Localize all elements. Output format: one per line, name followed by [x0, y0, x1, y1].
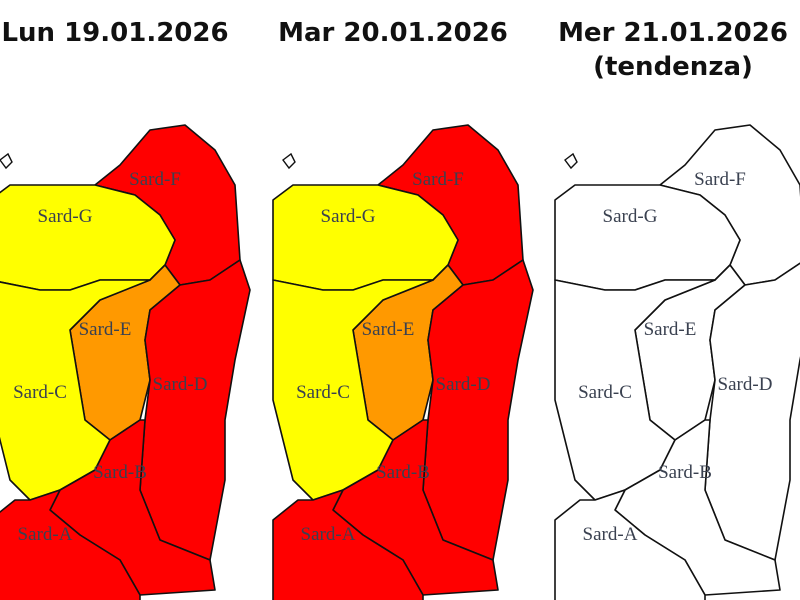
zone: [554, 279, 716, 501]
zone-label: Sard-D: [718, 374, 773, 395]
zone-label: Sard-E: [79, 319, 132, 340]
sardinia-map: Sard-F Sard-G Sard-E Sard-D Sard-C Sard-B Sard…: [272, 124, 534, 600]
zone-label: Sard-A: [18, 524, 73, 545]
zone-label: Sard-D: [153, 374, 208, 395]
zone: [0, 489, 141, 600]
zone-label: Sard-G: [603, 206, 658, 227]
zone: [554, 489, 706, 600]
zone-label: Sard-F: [694, 169, 746, 190]
zone-label: Sard-C: [13, 382, 67, 403]
zone-label: Sard-E: [362, 319, 415, 340]
panel-title: Lun 19.01.2026: [1, 18, 228, 48]
island-tip: [0, 152, 13, 170]
sardinia-map: Sard-F Sard-G Sard-E Sard-D Sard-C Sard-B Sard…: [554, 124, 800, 600]
zone-label: Sard-G: [321, 206, 376, 227]
zone: [0, 279, 151, 501]
zone: [272, 489, 424, 600]
panel-title: Mer 21.01.2026: [558, 18, 788, 48]
panel-subtitle: (tendenza): [593, 52, 753, 82]
zone-label: Sard-B: [376, 462, 430, 483]
sardinia-map: Sard-F Sard-G Sard-E Sard-D Sard-C Sard-B Sard…: [0, 124, 251, 600]
zone-label: Sard-B: [93, 462, 147, 483]
zone-label: Sard-C: [578, 382, 632, 403]
zone: [272, 279, 434, 501]
zone-label: Sard-G: [38, 206, 93, 227]
zone: [422, 259, 534, 561]
panel-title: Mar 20.01.2026: [278, 18, 508, 48]
zone-label: Sard-B: [658, 462, 712, 483]
zone-label: Sard-D: [436, 374, 491, 395]
zone: [139, 259, 251, 561]
zone-label: Sard-F: [129, 169, 181, 190]
zone-label: Sard-A: [583, 524, 638, 545]
zone-label: Sard-A: [301, 524, 356, 545]
maps: Sard-F Sard-G Sard-E Sard-D Sard-C Sard-B Sard…: [0, 124, 800, 600]
island-tip: [564, 152, 578, 170]
zone-label: Sard-E: [644, 319, 697, 340]
zone-label: Sard-F: [412, 169, 464, 190]
zone-label: Sard-C: [296, 382, 350, 403]
island-tip: [282, 152, 296, 170]
